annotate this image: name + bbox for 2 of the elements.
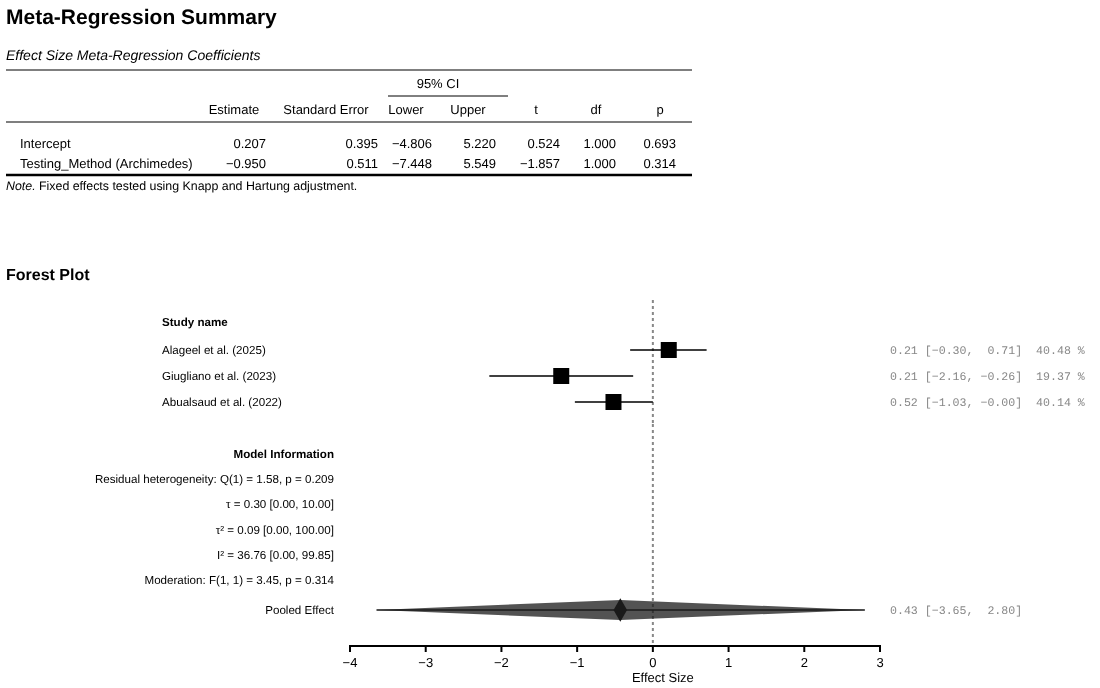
text: Forest Plot [6,266,91,284]
text: Meta-Regression Summary [6,6,278,30]
